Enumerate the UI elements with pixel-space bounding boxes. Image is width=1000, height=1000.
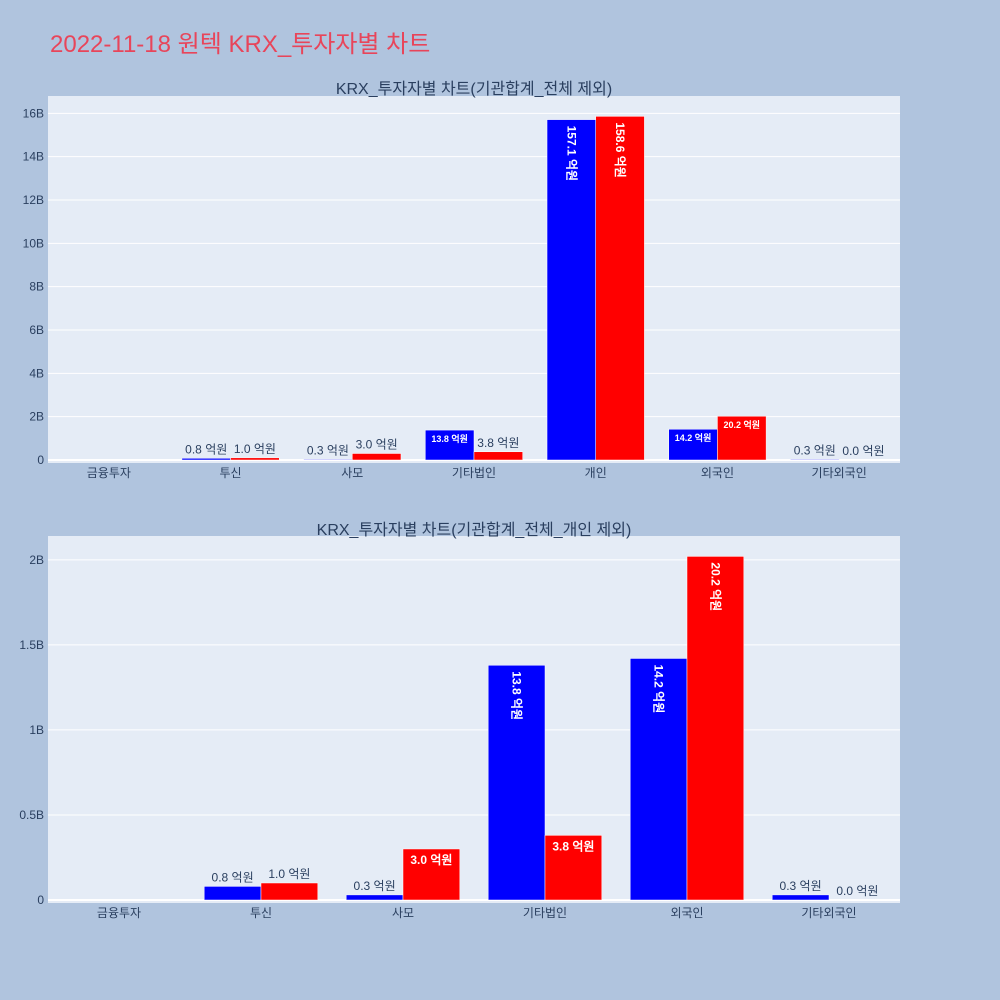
y-tick-label: 12B	[23, 193, 44, 207]
data-label: 20.2 억원	[708, 562, 722, 611]
y-tick-label: 2B	[29, 410, 44, 424]
chart-title: KRX_투자자별 차트(기관합계_전체_개인 제외)	[317, 521, 632, 539]
bar	[352, 453, 402, 461]
bar	[345, 894, 404, 901]
bar	[544, 835, 603, 901]
y-tick-label: 2B	[29, 553, 44, 567]
x-tick-label: 투신	[220, 466, 242, 480]
chart-bottom: 0 0.5B 1B 1.5B 2B KRX_투자자별 차트(기관합계_전체_개인 제외) 금…	[19, 521, 900, 920]
data-label: 3.8 억원	[477, 436, 519, 450]
data-label: 13.8 억원	[431, 433, 468, 444]
y-tick-label: 1B	[29, 723, 44, 737]
bar	[717, 415, 767, 461]
bar	[473, 451, 523, 461]
data-label: 14.2 억원	[652, 664, 666, 713]
bar	[771, 894, 830, 901]
y-tick-label: 10B	[23, 236, 44, 250]
y-tick-label: 0	[37, 453, 44, 467]
x-tick-label: 기타외국인	[801, 906, 856, 920]
bar	[181, 458, 231, 461]
x-tick-label: 외국인	[670, 906, 703, 920]
bar	[629, 658, 688, 901]
data-label: 1.0 억원	[268, 867, 310, 881]
x-tick-label: 사모	[341, 466, 363, 480]
bar	[595, 116, 645, 461]
plot-area	[48, 536, 900, 903]
x-tick-label: 투신	[250, 906, 272, 920]
data-label: 0.0 억원	[836, 884, 878, 898]
data-label: 3.8 억원	[552, 839, 594, 853]
y-tick-label: 1.5B	[19, 638, 44, 652]
data-label: 0.8 억원	[185, 442, 227, 456]
y-tick-label: 6B	[29, 323, 44, 337]
bar	[686, 556, 745, 901]
x-tick-label: 개인	[585, 466, 607, 480]
y-tick-label: 16B	[23, 106, 44, 120]
data-label: 158.6 억원	[613, 122, 627, 177]
data-label: 3.0 억원	[410, 853, 452, 867]
bar	[487, 665, 546, 901]
x-tick-label: 금융투자	[87, 466, 131, 480]
x-tick-label: 사모	[392, 906, 414, 920]
bar	[402, 848, 461, 901]
data-label: 0.8 억원	[212, 870, 254, 884]
x-tick-label: 금융투자	[97, 906, 141, 920]
data-label: 0.0 억원	[842, 444, 884, 458]
data-label: 0.3 억원	[780, 879, 822, 893]
data-label: 1.0 억원	[234, 442, 276, 456]
x-tick-label: 기타법인	[452, 466, 496, 480]
bar	[203, 886, 262, 901]
bar	[303, 459, 353, 461]
data-label: 14.2 억원	[675, 432, 712, 443]
data-label: 20.2 억원	[723, 419, 760, 430]
y-tick-label: 14B	[23, 150, 44, 164]
chart-title: KRX_투자자별 차트(기관합계_전체 제외)	[336, 80, 612, 98]
x-tick-label: 기타외국인	[812, 466, 867, 480]
bar	[425, 429, 475, 461]
x-tick-label: 기타법인	[523, 906, 567, 920]
bar	[230, 457, 280, 461]
bar	[790, 459, 840, 461]
chart-top: 0 2B 4B 6B 8B 10B 12B 14B 16B KRX_투자자별 차트(기관합계_전체…	[23, 80, 900, 480]
y-tick-label: 8B	[29, 280, 44, 294]
x-tick-label: 외국인	[701, 466, 734, 480]
y-tick-label: 4B	[29, 366, 44, 380]
bar	[260, 882, 319, 901]
bar	[546, 119, 596, 461]
y-tick-label: 0	[37, 893, 44, 907]
plot-area	[48, 96, 900, 463]
data-label: 0.3 억원	[354, 879, 396, 893]
data-label: 0.3 억원	[794, 443, 836, 457]
data-label: 13.8 억원	[510, 671, 524, 720]
data-label: 157.1 억원	[564, 126, 578, 181]
y-tick-label: 0.5B	[19, 808, 44, 822]
data-label: 0.3 억원	[307, 443, 349, 457]
page-title: 2022-11-18 원텍 KRX_투자자별 차트	[50, 31, 431, 58]
data-label: 3.0 억원	[356, 438, 398, 452]
bar	[668, 428, 718, 461]
